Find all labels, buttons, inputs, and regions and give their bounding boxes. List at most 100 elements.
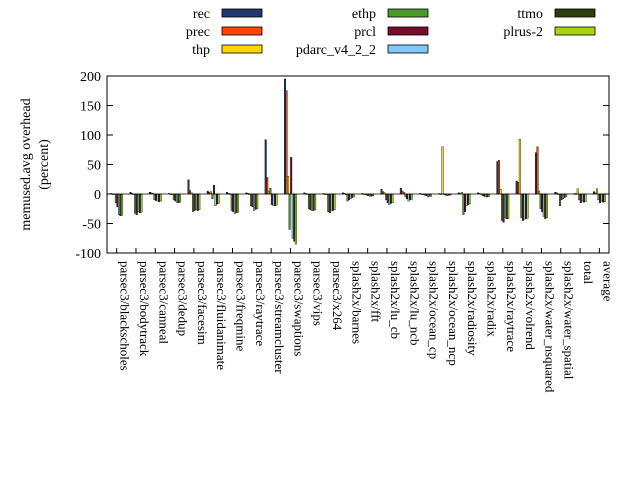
y-tick-label: 150 [80, 100, 101, 115]
bar-pdarc_v4_2_2-splash2x/water_spatial [562, 193, 565, 199]
legend-label: prec [186, 25, 210, 40]
bar-rec-splash2x/lu_ncb [399, 187, 402, 195]
bar-prcl-splash2x/barnes [348, 193, 351, 201]
x-tick-label: parsec3/dedup [176, 261, 191, 336]
bar-ethp-splash2x/water_nsquared [539, 193, 542, 209]
x-tick-label: splash2x/volrend [523, 261, 538, 350]
x-tick-label: splash2x/raytrace [504, 261, 519, 352]
legend-swatch [387, 26, 429, 36]
legend-swatch [221, 8, 263, 18]
legend-item-pdarc_v4_2_2: pdarc_v4_2_2 [296, 43, 429, 58]
bar-ttmo-parsec3/swaptions [293, 193, 296, 242]
legend-label: prcl [354, 25, 376, 40]
x-tick-label: parsec3/x264 [330, 261, 345, 331]
bar-ethp-parsec3/bodytrack [134, 193, 137, 214]
x-tick-label: average [600, 261, 615, 302]
x-axis-category-labels: parsec3/blackscholes parsec3/bodytrack par… [116, 248, 615, 393]
y-tick-label: 0 [94, 188, 101, 203]
plot-frame [106, 75, 610, 254]
bar-ttmo-splash2x/lu_ncb [409, 193, 412, 201]
bar-ttmo-parsec3/raytrace [254, 193, 257, 210]
y-axis-title-line-1: memused.avg overhead [19, 98, 34, 230]
bar-plrus-2-parsec3/fluidanimate [217, 193, 220, 204]
bar-plrus-2-parsec3/freqmine [236, 193, 239, 213]
bar-prec-splash2x/raytrace [497, 160, 500, 195]
bar-plrus-2-splash2x/lu_cb [391, 193, 394, 204]
bar-pdarc_v4_2_2-parsec3/fluidanimate [214, 193, 217, 207]
bar-ethp-parsec3/canneal [153, 193, 156, 201]
bar-pdarc_v4_2_2-parsec3/blackscholes [117, 193, 120, 215]
bar-pdarc_v4_2_2-splash2x/raytrace [504, 193, 507, 218]
bar-plrus-2-splash2x/radiosity [468, 193, 471, 205]
bar-rec-splash2x/raytrace [496, 161, 499, 195]
bar-pdarc_v4_2_2-parsec3/bodytrack [137, 193, 140, 212]
bar-ttmo-parsec3/canneal [158, 193, 161, 202]
y-tick-label: 200 [80, 70, 101, 85]
legend-label: thp [192, 43, 210, 58]
bar-rec-parsec3/streamcluster [264, 139, 267, 195]
bar-rec-splash2x/water_nsquared [535, 152, 537, 195]
bar-prec-parsec3/streamcluster [266, 177, 269, 195]
bar-prcl-parsec3/bodytrack [135, 193, 138, 215]
bar-pdarc_v4_2_2-splash2x/barnes [349, 193, 352, 199]
bar-prcl-splash2x/lu_cb [386, 193, 389, 204]
bar-ethp-average [597, 193, 600, 201]
bar-prcl-parsec3/facesim [193, 193, 196, 211]
bar-ttmo-splash2x/volrend [525, 193, 527, 219]
bar-plrus-2-total [584, 193, 587, 202]
bar-plrus-2-splash2x/raytrace [507, 193, 510, 219]
bar-pdarc_v4_2_2-parsec3/dedup [175, 193, 178, 203]
bar-plrus-2-parsec3/swaptions [294, 193, 297, 245]
bar-prcl-parsec3/blackscholes [116, 193, 119, 208]
legend-swatch [387, 44, 429, 54]
bar-pdarc_v4_2_2-parsec3/x264 [330, 193, 333, 211]
bar-ethp-parsec3/dedup [172, 193, 175, 201]
legend-item-thp: thp [192, 43, 263, 58]
bar-ethp-total [578, 193, 581, 201]
x-tick-label: parsec3/freqmine [234, 261, 249, 351]
bar-rec-parsec3/swaptions [284, 78, 286, 195]
x-tick-label: parsec3/facesim [195, 261, 210, 345]
x-tick-label: splash2x/water_nsquared [542, 261, 557, 393]
bar-ttmo-splash2x/water_spatial [563, 193, 566, 198]
bar-prcl-parsec3/swaptions [290, 157, 293, 195]
bar-ethp-parsec3/swaptions [288, 193, 291, 230]
legend-item-prcl: prcl [354, 25, 429, 40]
bar-ttmo-parsec3/x264 [331, 193, 334, 211]
legend-label: ethp [352, 7, 376, 22]
x-tick-label: parsec3/streamcluster [272, 261, 287, 374]
bar-plrus-2-splash2x/water_spatial [565, 193, 568, 198]
bar-thp-average [596, 188, 598, 195]
x-tick-label: parsec3/swaptions [291, 261, 306, 356]
bar-pdarc_v4_2_2-parsec3/raytrace [253, 193, 256, 211]
bar-prcl-parsec3/canneal [155, 193, 158, 201]
bar-ttmo-parsec3/facesim [196, 193, 199, 211]
bar-ethp-parsec3/fluidanimate [211, 193, 214, 199]
bar-prcl-splash2x/radiosity [463, 193, 466, 212]
bar-ethp-splash2x/barnes [346, 193, 349, 202]
bar-ttmo-splash2x/lu_cb [389, 193, 392, 204]
bar-pdarc_v4_2_2-splash2x/ocean_cp [426, 193, 429, 198]
bar-ttmo-splash2x/raytrace [505, 193, 508, 219]
legend: rec prec thp ethp prcl pdarc_v4_2_2 ttmo plrus-… [186, 7, 596, 58]
axes [106, 75, 610, 254]
bar-thp-splash2x/water_nsquared [538, 190, 541, 195]
bar-prcl-average [599, 193, 602, 204]
bar-prcl-parsec3/vips [309, 193, 312, 211]
bar-ethp-splash2x/radiosity [462, 193, 465, 215]
bar-pdarc_v4_2_2-splash2x/volrend [523, 193, 526, 220]
bar-pdarc_v4_2_2-splash2x/lu_cb [388, 193, 391, 205]
bar-plrus-2-parsec3/streamcluster [275, 193, 278, 206]
bar-thp-parsec3/swaptions [287, 176, 290, 195]
legend-swatch [554, 26, 596, 36]
bar-ethp-parsec3/vips [307, 193, 310, 209]
x-tick-label: splash2x/radix [485, 261, 500, 337]
bar-pdarc_v4_2_2-parsec3/freqmine [233, 193, 236, 214]
bar-pdarc_v4_2_2-splash2x/radix [484, 193, 487, 198]
bar-ethp-splash2x/water_spatial [558, 193, 561, 207]
legend-label: pdarc_v4_2_2 [296, 43, 376, 58]
legend-swatch [554, 8, 596, 18]
bar-prcl-parsec3/fluidanimate [212, 184, 215, 195]
bar-ttmo-parsec3/blackscholes [119, 193, 122, 217]
bar-pdarc_v4_2_2-splash2x/lu_ncb [407, 193, 410, 202]
